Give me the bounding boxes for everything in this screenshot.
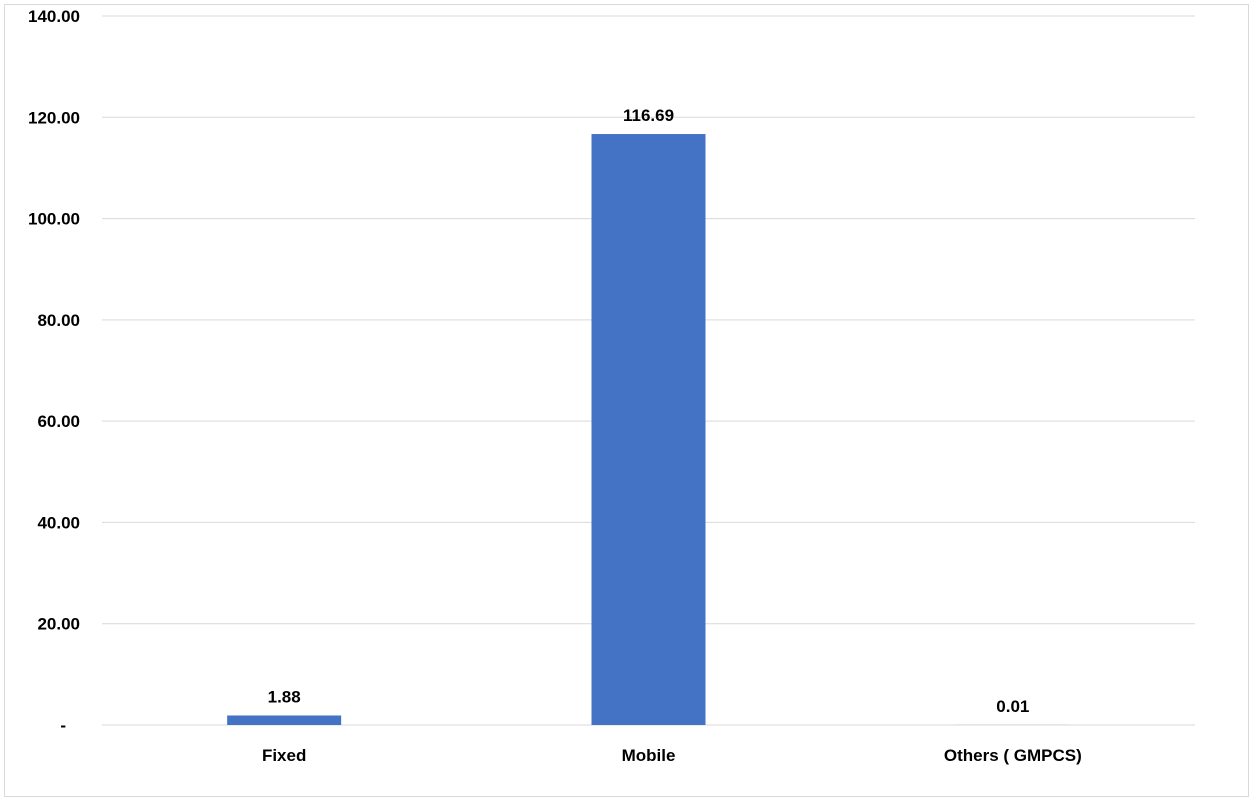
- category-label: Others ( GMPCS): [944, 746, 1082, 765]
- y-tick-label: 100.00: [28, 210, 80, 229]
- data-labels: 1.88 116.69 0.01: [268, 106, 1030, 716]
- y-tick-label: -: [60, 716, 66, 735]
- bar-mobile: [591, 134, 706, 726]
- y-axis-ticks: - 20.00 40.00 60.00 80.00 100.00 120.00 140.00: [28, 7, 80, 735]
- data-label: 1.88: [268, 687, 301, 706]
- y-tick-label: 80.00: [37, 311, 80, 330]
- y-tick-label: 40.00: [37, 513, 80, 532]
- y-tick-label: 60.00: [37, 412, 80, 431]
- bars: [227, 134, 1070, 726]
- data-label: 0.01: [996, 697, 1029, 716]
- data-label: 116.69: [623, 106, 674, 125]
- y-tick-label: 20.00: [37, 615, 80, 634]
- y-tick-label: 140.00: [28, 7, 80, 26]
- bar-fixed: [227, 715, 342, 725]
- category-label: Fixed: [262, 746, 306, 765]
- y-tick-label: 120.00: [28, 108, 80, 127]
- x-axis-categories: Fixed Mobile Others ( GMPCS): [262, 746, 1082, 765]
- category-label: Mobile: [622, 746, 676, 765]
